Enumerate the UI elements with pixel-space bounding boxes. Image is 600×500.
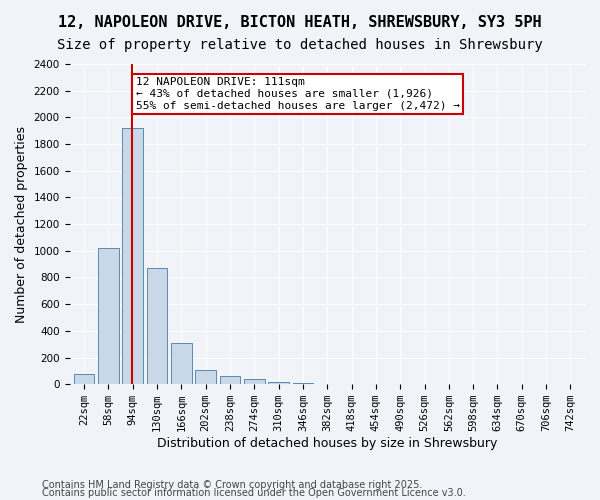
Bar xyxy=(147,268,167,384)
Text: Contains public sector information licensed under the Open Government Licence v3: Contains public sector information licen… xyxy=(42,488,466,498)
Bar xyxy=(122,128,143,384)
Text: 12, NAPOLEON DRIVE, BICTON HEATH, SHREWSBURY, SY3 5PH: 12, NAPOLEON DRIVE, BICTON HEATH, SHREWS… xyxy=(58,15,542,30)
Y-axis label: Number of detached properties: Number of detached properties xyxy=(15,126,28,322)
Bar xyxy=(171,343,192,384)
Bar xyxy=(196,370,216,384)
Bar xyxy=(220,376,241,384)
Text: 12 NAPOLEON DRIVE: 111sqm
← 43% of detached houses are smaller (1,926)
55% of se: 12 NAPOLEON DRIVE: 111sqm ← 43% of detac… xyxy=(136,78,460,110)
Bar xyxy=(293,383,313,384)
Bar xyxy=(244,379,265,384)
X-axis label: Distribution of detached houses by size in Shrewsbury: Distribution of detached houses by size … xyxy=(157,437,497,450)
Text: Contains HM Land Registry data © Crown copyright and database right 2025.: Contains HM Land Registry data © Crown c… xyxy=(42,480,422,490)
Bar xyxy=(74,374,94,384)
Bar xyxy=(98,248,119,384)
Text: Size of property relative to detached houses in Shrewsbury: Size of property relative to detached ho… xyxy=(57,38,543,52)
Bar xyxy=(268,382,289,384)
